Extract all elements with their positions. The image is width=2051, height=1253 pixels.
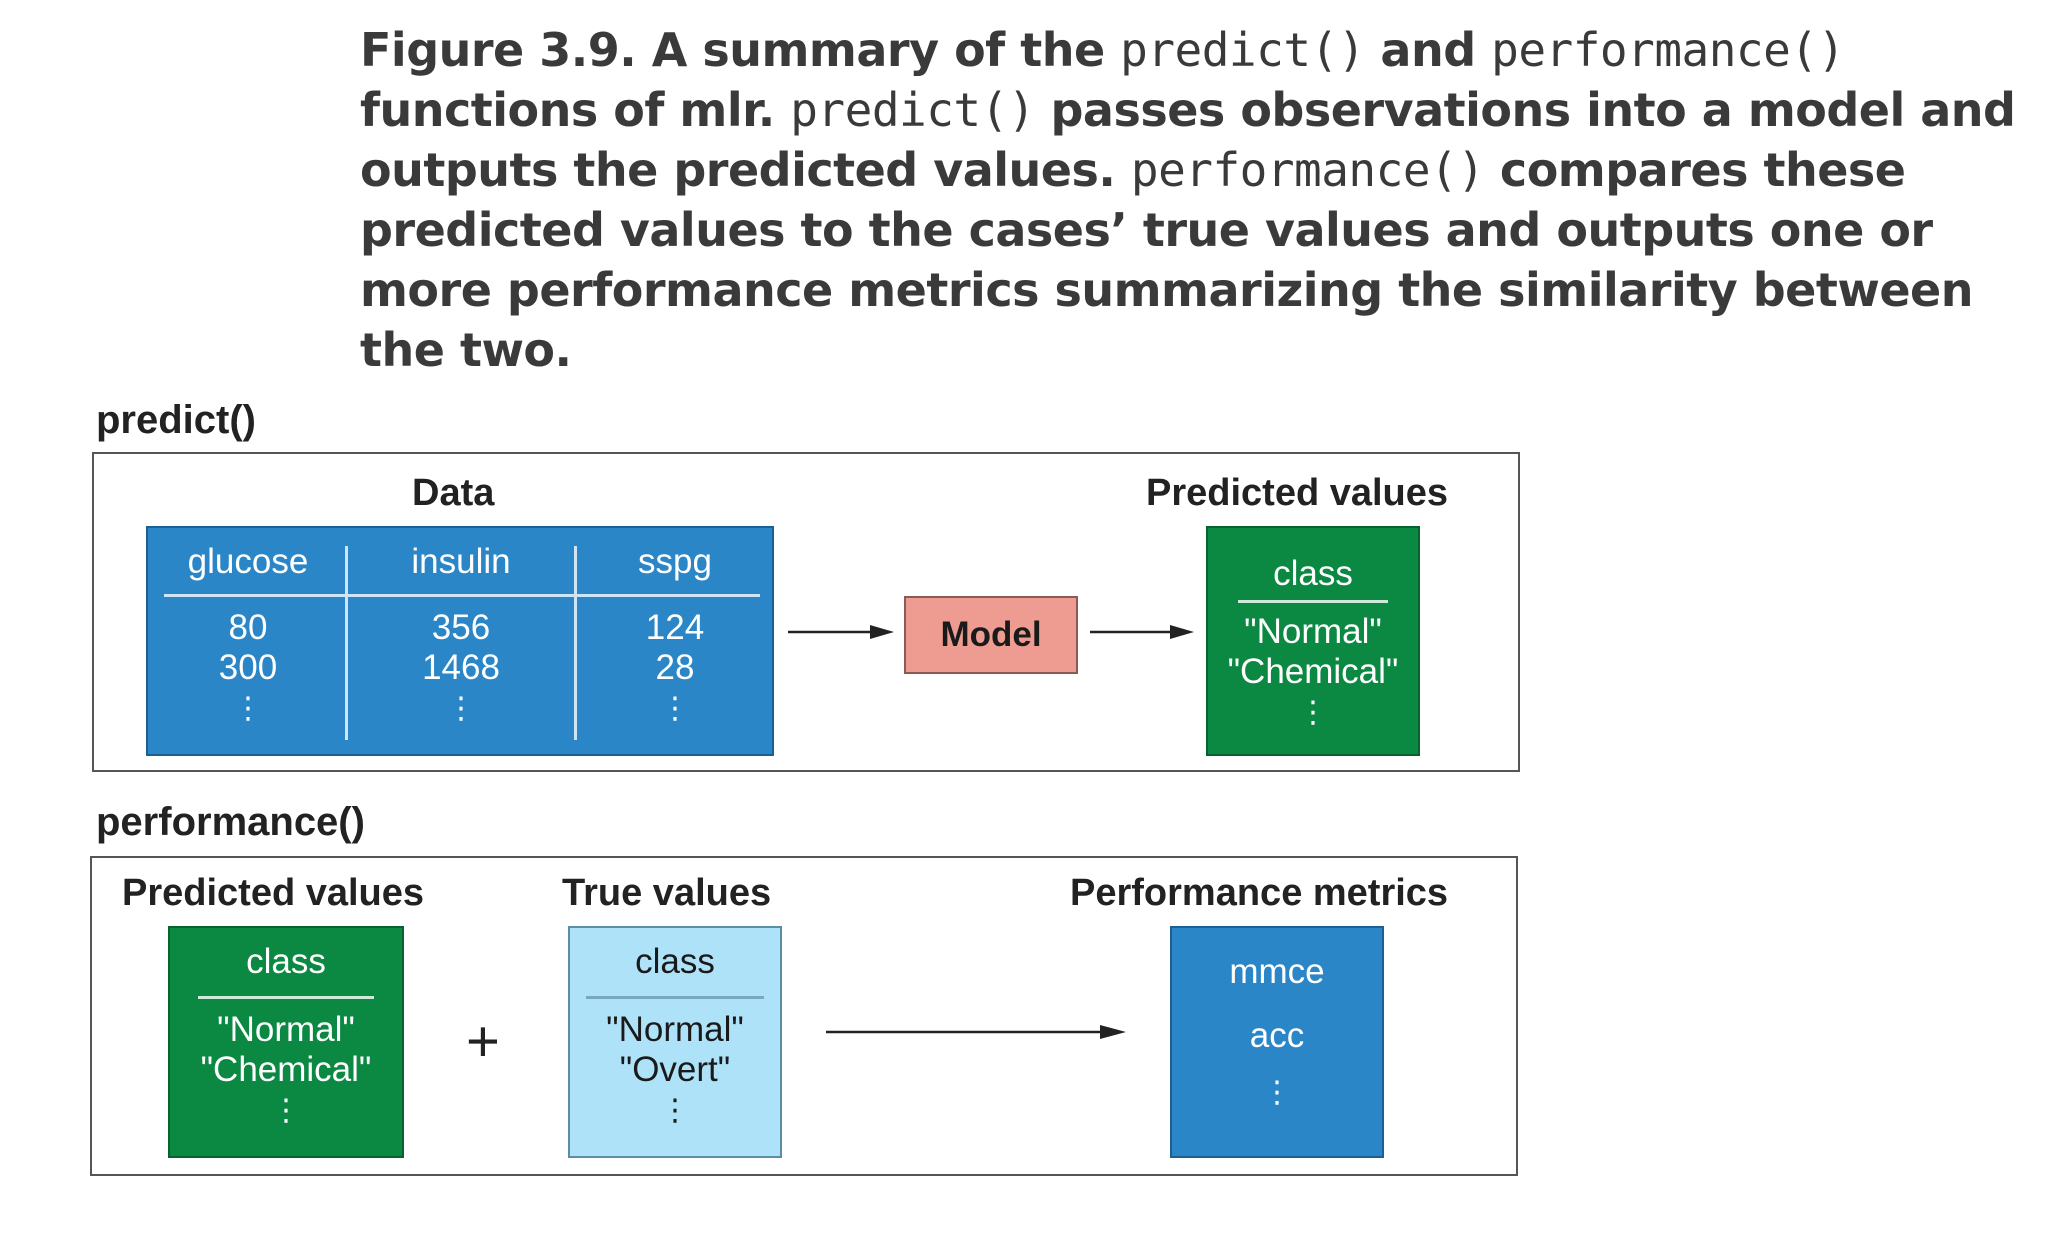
- cell: "Chemical": [200, 1050, 372, 1089]
- class-header: class: [1273, 554, 1353, 593]
- caption-text: compares these predicted values to the c…: [360, 143, 1974, 377]
- predicted-values-box: class "Normal" "Chemical" ⋮: [1206, 526, 1420, 756]
- arrow-right-icon: [826, 1025, 1126, 1039]
- cell: 28: [655, 648, 695, 687]
- header-divider: [198, 996, 374, 999]
- caption-text: passes observations into a model and out…: [360, 83, 2016, 197]
- arrow-right-icon: [788, 625, 894, 639]
- more-ellipsis: ⋮: [660, 692, 690, 725]
- cell: "Overt": [619, 1050, 731, 1089]
- metric-acc: acc: [1249, 1016, 1305, 1055]
- cell: "Normal": [606, 1010, 744, 1049]
- class-header: class: [635, 942, 715, 981]
- caption-code: predict(): [1120, 23, 1365, 77]
- plus-icon: +: [466, 1009, 500, 1074]
- more-ellipsis: ⋮: [233, 692, 263, 725]
- performance-section-label: performance(): [96, 800, 365, 844]
- cell: "Normal": [217, 1010, 355, 1049]
- caption-text: Figure 3.9. A summary of the: [360, 23, 1121, 77]
- data-heading: Data: [412, 472, 495, 514]
- column-header-sspg: sspg: [638, 542, 712, 581]
- caption-code: performance(): [1491, 23, 1845, 77]
- figure-caption: Figure 3.9. A summary of the predict() a…: [360, 20, 2020, 380]
- more-ellipsis: ⋮: [1262, 1076, 1292, 1109]
- true-values-heading: True values: [562, 872, 772, 914]
- cell: 1468: [422, 648, 500, 687]
- column-divider: [345, 546, 348, 740]
- more-ellipsis: ⋮: [446, 692, 476, 725]
- more-ellipsis: ⋮: [660, 1094, 690, 1127]
- more-ellipsis: ⋮: [1298, 696, 1328, 729]
- caption-code: predict(): [790, 83, 1035, 137]
- arrow-right-icon: [1090, 625, 1194, 639]
- true-values-box: class "Normal" "Overt" ⋮: [568, 926, 782, 1158]
- header-divider: [1238, 600, 1388, 603]
- caption-text: functions of mlr.: [360, 83, 791, 137]
- cell: 300: [218, 648, 278, 687]
- cell: "Normal": [1244, 612, 1382, 651]
- metric-mmce: mmce: [1229, 952, 1325, 991]
- data-table: glucose 80 300 ⋮ insulin 356 1468 ⋮ sspg…: [146, 526, 774, 756]
- caption-code: performance(): [1130, 143, 1485, 197]
- model-box: Model: [904, 596, 1078, 674]
- header-divider: [586, 996, 764, 999]
- predicted-values-heading: Predicted values: [122, 872, 425, 914]
- column-header-insulin: insulin: [411, 542, 511, 581]
- cell: "Chemical": [1227, 652, 1399, 691]
- class-header: class: [246, 942, 326, 981]
- header-divider: [164, 594, 760, 597]
- column-header-glucose: glucose: [187, 542, 309, 581]
- predicted-values-box: class "Normal" "Chemical" ⋮: [168, 926, 404, 1158]
- caption-text: and: [1364, 23, 1492, 77]
- column-divider: [574, 546, 577, 740]
- predicted-values-heading: Predicted values: [1146, 472, 1449, 514]
- performance-metrics-box: mmce acc ⋮: [1170, 926, 1384, 1158]
- more-ellipsis: ⋮: [271, 1094, 301, 1127]
- predict-section-label: predict(): [96, 398, 256, 442]
- performance-metrics-heading: Performance metrics: [1070, 872, 1449, 914]
- cell: 124: [645, 608, 705, 647]
- cell: 80: [228, 608, 268, 647]
- model-label: Model: [940, 615, 1042, 654]
- cell: 356: [431, 608, 491, 647]
